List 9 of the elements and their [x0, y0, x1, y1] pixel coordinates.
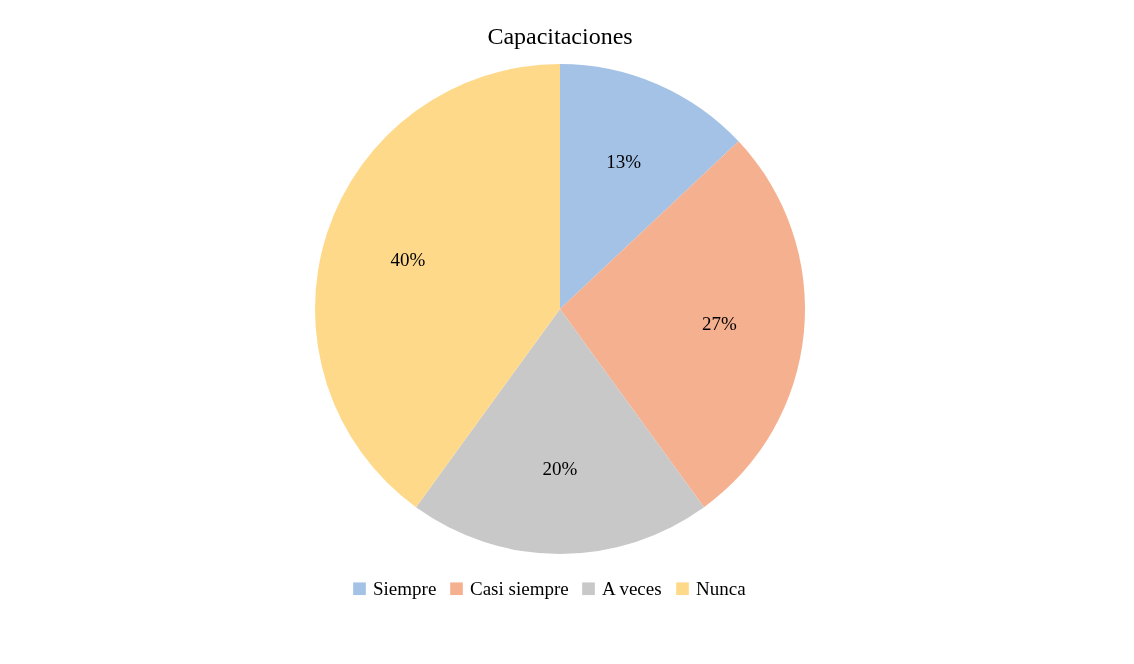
data-label: 40% [390, 248, 426, 270]
legend-label: Casi siempre [470, 577, 569, 599]
legend-label: Nunca [696, 577, 747, 599]
data-label: 27% [701, 313, 737, 335]
legend-label: A veces [602, 577, 662, 599]
data-label: 20% [542, 458, 578, 479]
data-label: 13% [606, 151, 642, 173]
legend-label: Siempre [373, 577, 437, 599]
chart-title: Capacitaciones [487, 23, 633, 49]
